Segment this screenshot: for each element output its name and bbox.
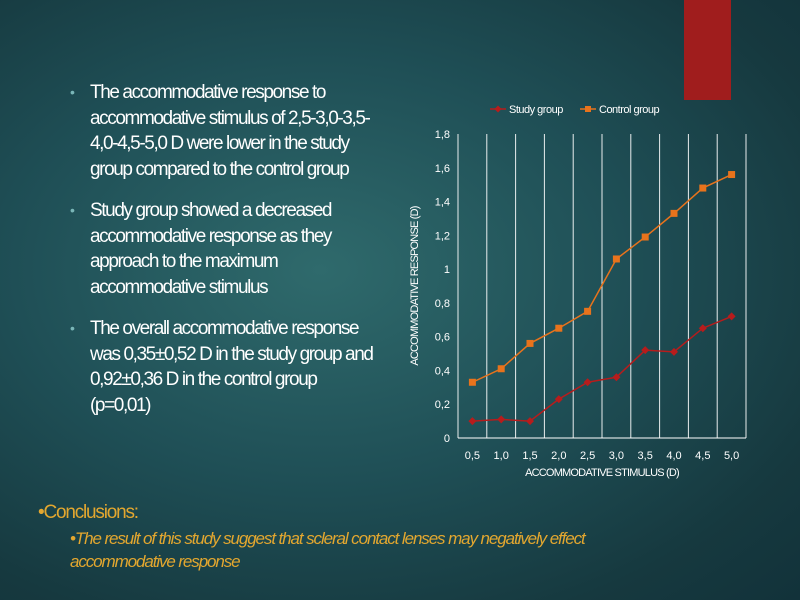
data-point bbox=[728, 171, 736, 179]
bullet-dot-icon: • bbox=[70, 84, 75, 100]
series-line bbox=[472, 173, 732, 383]
x-tick-label: 5,0 bbox=[724, 450, 739, 462]
data-point bbox=[670, 347, 678, 356]
bullet-text: The accommodative response to accommodat… bbox=[90, 82, 371, 180]
y-tick-label: 0,2 bbox=[435, 399, 450, 411]
data-point bbox=[526, 417, 534, 426]
data-point bbox=[612, 373, 621, 382]
y-tick-label: 0,8 bbox=[435, 298, 450, 310]
bullet-text: Study group showed a decreased accommoda… bbox=[90, 200, 332, 298]
data-point bbox=[670, 209, 678, 217]
data-point bbox=[555, 324, 563, 332]
y-tick-label: 1,4 bbox=[435, 197, 450, 209]
legend-label: Study group bbox=[509, 104, 563, 116]
x-tick-label: 3,0 bbox=[609, 450, 624, 462]
legend-label: Control group bbox=[599, 104, 660, 116]
y-tick-label: 0 bbox=[444, 433, 450, 445]
data-point bbox=[468, 417, 477, 426]
data-point bbox=[641, 233, 649, 241]
bullet-item: • The overall accommodative response was … bbox=[70, 316, 380, 418]
data-point bbox=[699, 184, 707, 192]
x-axis-label: ACCOMMODATIVE STIMULUS (D) bbox=[525, 467, 679, 479]
series-line bbox=[472, 315, 732, 422]
bullet-list: • The accommodative response to accommoda… bbox=[70, 80, 380, 434]
y-tick-label: 1 bbox=[444, 264, 450, 276]
accent-tab bbox=[684, 0, 731, 100]
data-point bbox=[698, 324, 707, 333]
data-point bbox=[554, 395, 563, 404]
x-tick-label: 3,5 bbox=[638, 450, 653, 462]
data-point bbox=[468, 378, 476, 386]
y-tick-label: 0,6 bbox=[435, 332, 450, 344]
bullet-dot-icon: • bbox=[70, 202, 75, 218]
legend-marker bbox=[585, 106, 591, 112]
y-tick-label: 1,8 bbox=[435, 129, 450, 141]
data-point bbox=[583, 378, 592, 387]
x-tick-label: 2,0 bbox=[551, 450, 566, 462]
bullet-item: • The accommodative response to accommoda… bbox=[70, 80, 380, 182]
data-point bbox=[727, 312, 736, 321]
y-tick-label: 1,2 bbox=[435, 230, 450, 242]
x-tick-label: 4,0 bbox=[666, 450, 681, 462]
y-tick-label: 0,4 bbox=[435, 365, 450, 377]
data-point bbox=[641, 346, 650, 355]
conclusion-text: •The result of this study suggest that s… bbox=[70, 529, 586, 571]
bullet-item: • Study group showed a decreased accommo… bbox=[70, 198, 380, 300]
data-point bbox=[612, 255, 620, 263]
y-axis-label: ACCOMMODATIVE RESPONSE (D) bbox=[409, 206, 421, 365]
x-tick-label: 1,5 bbox=[522, 450, 537, 462]
y-tick-label: 1,6 bbox=[435, 163, 450, 175]
bullet-text: The overall accommodative response was 0… bbox=[90, 318, 374, 416]
conclusions-heading: •Conclusions: bbox=[38, 502, 139, 523]
bullet-dot-icon: • bbox=[70, 320, 75, 336]
x-tick-label: 1,0 bbox=[494, 450, 509, 462]
x-tick-label: 0,5 bbox=[465, 450, 480, 462]
legend-marker bbox=[494, 105, 502, 113]
x-tick-label: 2,5 bbox=[580, 450, 595, 462]
data-point bbox=[497, 415, 506, 424]
data-point bbox=[584, 307, 592, 315]
data-point bbox=[497, 365, 505, 373]
data-point bbox=[526, 339, 534, 347]
x-tick-label: 4,5 bbox=[695, 450, 710, 462]
